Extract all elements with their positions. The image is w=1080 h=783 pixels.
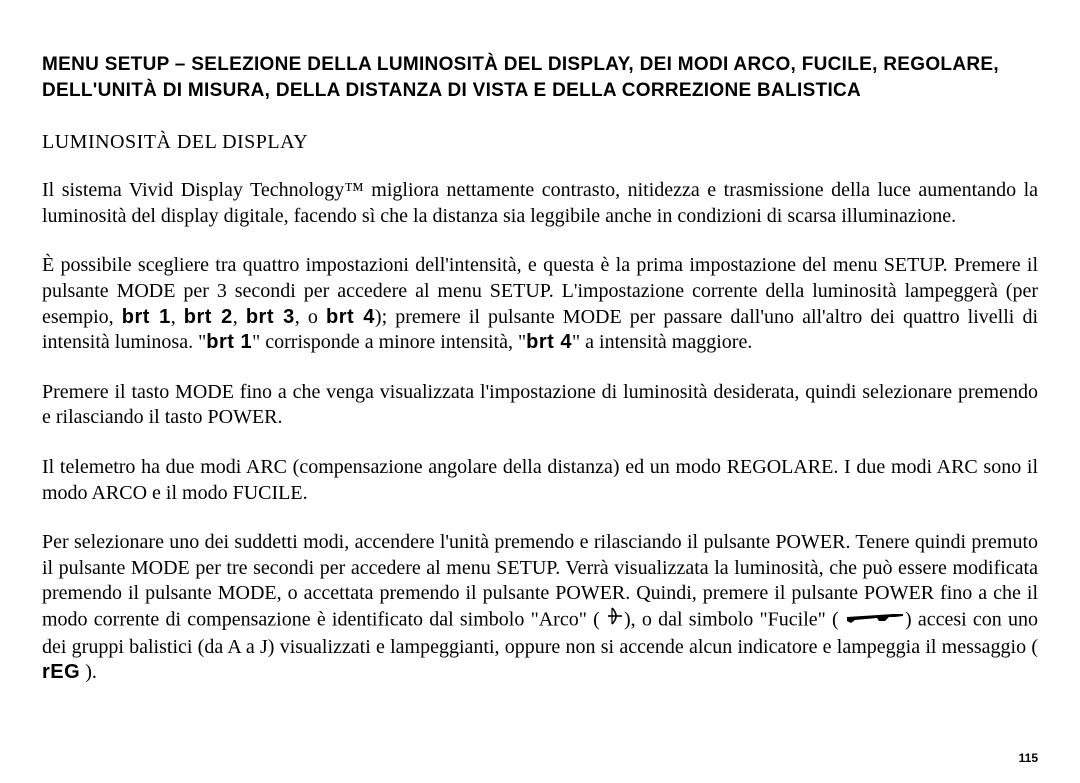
reg-glyph: rEG bbox=[42, 661, 80, 683]
p2-text-c: " corrisponde a minore intensità, " bbox=[252, 331, 526, 353]
subsection-heading: LUMINOSITÀ DEL DISPLAY bbox=[42, 131, 1038, 154]
paragraph-4: Il telemetro ha due modi ARC (compensazi… bbox=[42, 455, 1038, 506]
brt4b-glyph: brt 4 bbox=[526, 331, 572, 353]
sep3: , o bbox=[295, 306, 326, 328]
paragraph-1: Il sistema Vivid Display Technology™ mig… bbox=[42, 178, 1038, 229]
brt2-glyph: brt 2 bbox=[184, 306, 233, 328]
p2-text-d: " a intensità maggiore. bbox=[572, 331, 752, 353]
page-number: 115 bbox=[1019, 751, 1038, 765]
rifle-icon bbox=[845, 607, 905, 633]
brt4-glyph: brt 4 bbox=[326, 306, 375, 328]
paragraph-3: Premere il tasto MODE fino a che venga v… bbox=[42, 380, 1038, 431]
manual-page: MENU SETUP – SELEZIONE DELLA LUMINOSITÀ … bbox=[0, 0, 1080, 783]
brt1-glyph: brt 1 bbox=[122, 306, 171, 328]
brt3-glyph: brt 3 bbox=[246, 306, 295, 328]
p5-text-d: ). bbox=[80, 661, 97, 683]
section-title: MENU SETUP – SELEZIONE DELLA LUMINOSITÀ … bbox=[42, 52, 1038, 103]
paragraph-2: È possibile scegliere tra quattro impost… bbox=[42, 253, 1038, 355]
brt1b-glyph: brt 1 bbox=[206, 331, 252, 353]
p5-text-b: ), o dal simbolo "Fucile" ( bbox=[624, 608, 839, 630]
sep2: , bbox=[233, 306, 246, 328]
sep1: , bbox=[171, 306, 184, 328]
bow-icon bbox=[606, 606, 624, 634]
paragraph-5: Per selezionare uno dei suddetti modi, a… bbox=[42, 530, 1038, 686]
